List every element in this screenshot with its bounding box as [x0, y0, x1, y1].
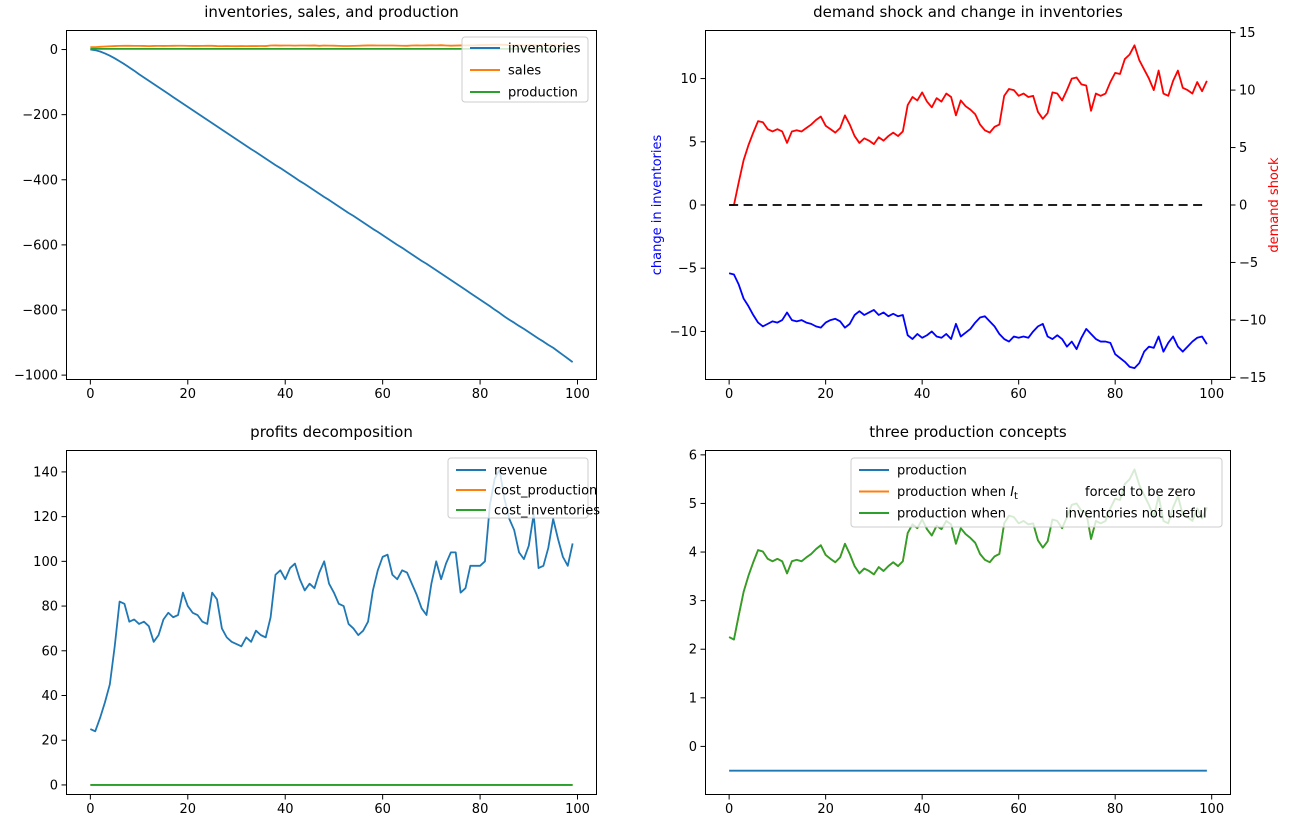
y-tick-label: 3 — [689, 594, 697, 609]
axes-spines — [705, 30, 1231, 380]
y-tick-label: 0 — [50, 43, 58, 58]
y-tick-label: −400 — [22, 173, 58, 188]
legend-label: production when It forced to be zero — [897, 485, 1196, 502]
y-tick-label: 10 — [1239, 84, 1256, 99]
y-tick-label: 20 — [41, 734, 58, 749]
y-tick-label: 5 — [689, 135, 697, 150]
y-tick-label: 0 — [689, 740, 697, 755]
x-tick-label: 40 — [914, 802, 931, 817]
series-line-demand-shock — [729, 44, 1208, 206]
y-tick-label: 15 — [1239, 26, 1256, 41]
x-tick-label: 0 — [86, 802, 94, 817]
y-tick-label: 40 — [41, 689, 58, 704]
y-tick-label: 4 — [689, 546, 697, 561]
y-tick-label: 1 — [689, 691, 697, 706]
y-tick-label: −5 — [1239, 256, 1258, 271]
y-tick-label: −10 — [1239, 313, 1266, 328]
y-tick-label: 0 — [50, 778, 58, 793]
x-tick-label: 100 — [565, 802, 590, 817]
legend-label: cost_production — [494, 484, 597, 499]
y-tick-label: 5 — [1239, 141, 1247, 156]
legend-label: inventories — [508, 42, 581, 57]
y-tick-label: 0 — [689, 199, 697, 214]
y-tick-label: −200 — [22, 108, 58, 123]
chart-inventories-sales-production-canvas: 0 20 40 60 80 100 0 −200 −400 −600 −800 −1000 invent… — [14, 30, 597, 402]
series-line-change-in-inventories — [728, 272, 1208, 370]
legend-box — [850, 457, 1223, 528]
axes-spines — [66, 30, 597, 380]
y-tick-label: 10 — [680, 72, 697, 87]
x-tick-label: 60 — [1010, 802, 1027, 817]
series-line-inventories — [90, 48, 574, 363]
subplot-profits-decomposition: profits decomposition 0 20 40 60 80 100 0 20 40 6… — [33, 423, 600, 817]
right-axis-label: demand shock — [1267, 157, 1282, 253]
y-tick-label: 0 — [1239, 199, 1247, 214]
subplot-demand-shock-change-inventories: demand shock and change in inventories 0… — [650, 3, 1282, 402]
y-tick-label: 80 — [41, 600, 58, 615]
legend-label: cost_inventories — [494, 504, 600, 519]
y-tick-label: −600 — [22, 238, 58, 253]
y-tick-label: 100 — [33, 555, 58, 570]
legend-label: production — [897, 464, 967, 479]
legend-label: production — [508, 86, 578, 101]
y-tick-label: −1000 — [14, 369, 58, 384]
y-tick-label: 2 — [689, 643, 697, 658]
y-tick-label: 120 — [33, 510, 58, 525]
x-tick-label: 100 — [1199, 387, 1224, 402]
x-tick-label: 80 — [1107, 802, 1124, 817]
chart-title: profits decomposition — [250, 423, 413, 441]
chart-title: inventories, sales, and production — [204, 3, 459, 21]
legend-box — [447, 457, 589, 519]
y-tick-label: −800 — [22, 304, 58, 319]
legend-label: sales — [508, 64, 541, 79]
x-tick-label: 80 — [472, 387, 489, 402]
x-tick-label: 40 — [277, 802, 294, 817]
left-axis-label: change in inventories — [650, 135, 665, 276]
x-tick-label: 20 — [817, 387, 834, 402]
x-tick-label: 60 — [374, 802, 391, 817]
chart-three-production-concepts-canvas: 0 20 40 60 80 100 0 1 2 3 4 5 6 production production … — [689, 448, 1231, 817]
legend-label: revenue — [494, 464, 547, 479]
x-tick-label: 20 — [817, 802, 834, 817]
x-tick-label: 40 — [914, 387, 931, 402]
subplot-three-production-concepts: three production concepts 0 20 40 60 80 100 0 1… — [689, 423, 1231, 817]
legend-label: production when inventories not useful — [897, 507, 1207, 522]
y-tick-label: 60 — [41, 644, 58, 659]
axes-spines — [705, 450, 1231, 795]
x-tick-label: 80 — [1107, 387, 1124, 402]
x-tick-label: 80 — [472, 802, 489, 817]
x-tick-label: 20 — [180, 802, 197, 817]
x-tick-label: 100 — [1199, 802, 1224, 817]
y-tick-label: −10 — [670, 325, 697, 340]
legend-box — [461, 36, 589, 103]
chart-title: three production concepts — [869, 423, 1067, 441]
x-tick-label: 40 — [277, 387, 294, 402]
x-tick-label: 20 — [180, 387, 197, 402]
x-tick-label: 0 — [725, 802, 733, 817]
x-tick-label: 0 — [86, 387, 94, 402]
chart-profits-decomposition-canvas: 0 20 40 60 80 100 0 20 40 60 80 100 120 140 revenue cos… — [33, 450, 600, 817]
x-tick-label: 60 — [374, 387, 391, 402]
y-tick-label: −5 — [678, 262, 697, 277]
axes-spines — [66, 450, 597, 795]
x-tick-label: 60 — [1010, 387, 1027, 402]
y-tick-label: 140 — [33, 465, 58, 480]
y-tick-label: −15 — [1239, 371, 1266, 386]
x-tick-label: 100 — [565, 387, 590, 402]
y-tick-label: 5 — [689, 497, 697, 512]
subplot-inventories-sales-production: inventories, sales, and production 0 20 40… — [14, 3, 597, 402]
y-tick-label: 6 — [689, 448, 697, 463]
chart-title: demand shock and change in inventories — [813, 3, 1123, 21]
x-tick-label: 0 — [725, 387, 733, 402]
